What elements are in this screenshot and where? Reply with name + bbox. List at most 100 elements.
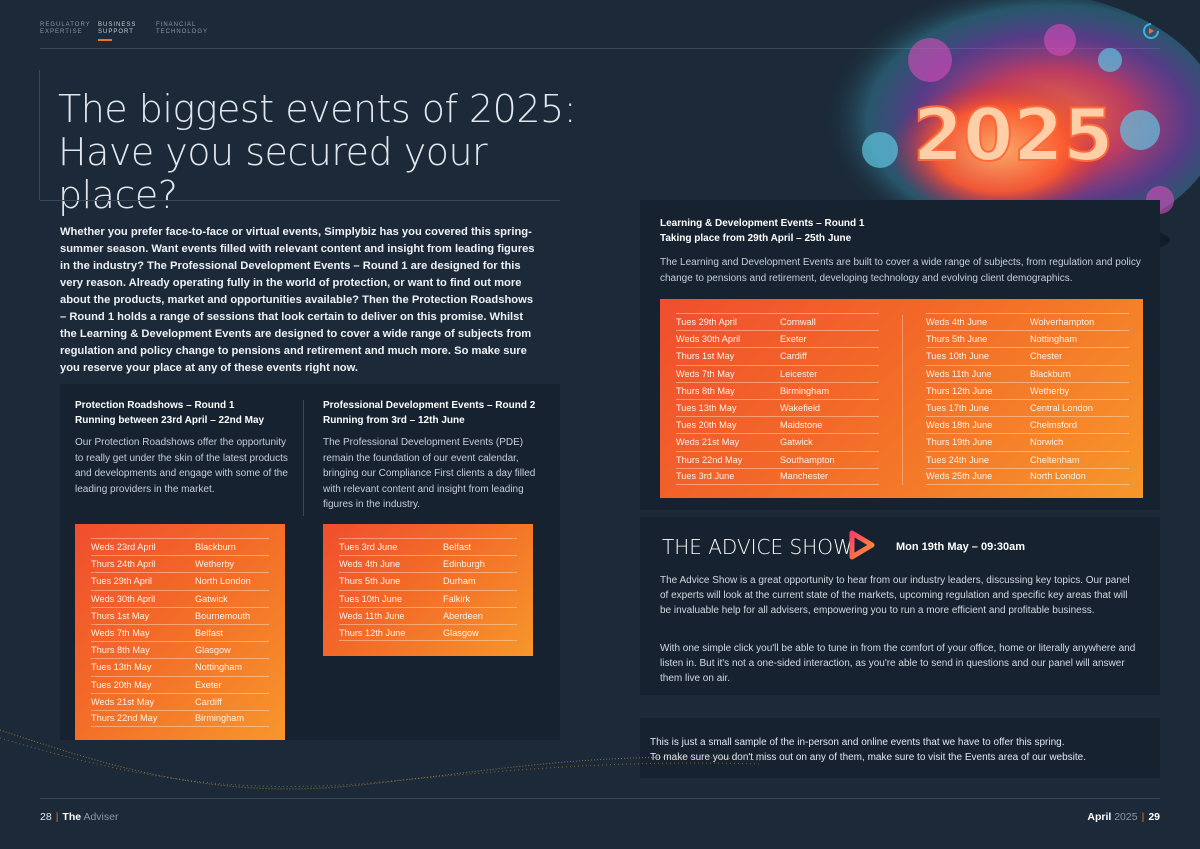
column-divider <box>303 400 304 516</box>
schedule-row: Thurs 1st May Bournemouth <box>91 606 269 624</box>
schedule-row: Weds 11th June Aberdeen <box>339 606 517 624</box>
schedule-row: Tues 17th June Central London <box>926 398 1129 416</box>
event-date: Tues 3rd June <box>676 471 735 482</box>
event-date: Weds 7th May <box>91 628 150 639</box>
schedule-row: Tues 20th May Exeter <box>91 675 269 693</box>
event-date: Weds 21st May <box>676 437 740 448</box>
schedule-row: Thurs 8th May Glasgow <box>91 641 269 658</box>
pde-title: Professional Development Events – Round … <box>323 400 536 411</box>
nav-label: BUSINESS <box>98 22 137 28</box>
schedule-row: Tues 29th April Cornwall <box>676 313 879 330</box>
schedule-row: Weds 30th April Gatwick <box>91 589 269 607</box>
event-location: Central London <box>1030 403 1093 414</box>
event-location: Manchester <box>780 471 829 482</box>
event-date: Weds 4th June <box>339 559 401 570</box>
event-location: Leicester <box>780 368 818 379</box>
title-line-1: The biggest events of 2025: <box>58 87 577 131</box>
event-date: Tues 10th June <box>339 593 402 604</box>
page-number-right: 29 <box>1148 811 1160 823</box>
ld-header: Learning & Development Events – Round 1 … <box>660 216 1150 286</box>
schedule-row: Tues 29th April North London <box>91 572 269 589</box>
ld-schedule-card: Tues 29th April Cornwall Weds 30th April Ex… <box>660 299 1143 498</box>
event-date: Thurs 22nd May <box>91 713 158 724</box>
ld-events-panel: Learning & Development Events – Round 1 … <box>640 200 1160 510</box>
event-date: Tues 3rd June <box>339 542 398 553</box>
event-date: Thurs 12th June <box>339 627 406 638</box>
event-location: Nottingham <box>1030 334 1077 345</box>
event-location: Belfast <box>195 628 224 639</box>
event-date: Tues 10th June <box>926 351 989 362</box>
event-date: Weds 25th June <box>926 471 993 482</box>
event-location: Gatwick <box>780 437 813 448</box>
event-location: Falkirk <box>443 593 471 604</box>
event-location: Wakefield <box>780 403 820 414</box>
ld-description: The Learning and Development Events are … <box>660 257 1141 284</box>
ld-heading: Learning & Development Events – Round 1 … <box>660 216 1150 246</box>
event-location: North London <box>1030 471 1086 482</box>
event-date: Tues 20th May <box>676 420 737 431</box>
schedule-row: Thurs 24th April Wetherby <box>91 555 269 572</box>
header-divider <box>40 48 1160 49</box>
art-year-text: 2025 <box>913 93 1113 177</box>
nav-regulatory-expertise[interactable]: REGULATORY EXPERTISE <box>40 22 90 41</box>
footer-right: April 2025 | 29 <box>1087 811 1160 823</box>
advice-show-description: The Advice Show is a great opportunity t… <box>660 575 1130 616</box>
protection-column: Protection Roadshows – Round 1 Running b… <box>75 398 290 497</box>
schedule-row: Tues 10th June Falkirk <box>339 589 517 607</box>
schedule-row: Tues 3rd June Belfast <box>339 538 517 555</box>
nav-label: EXPERTISE <box>40 29 83 35</box>
event-date: Weds 11th June <box>339 610 405 621</box>
event-location: Maidstone <box>780 420 823 431</box>
pde-dates: Running from 3rd – 12th June <box>323 415 465 426</box>
schedule-row: Thurs 22nd May Southampton <box>676 450 879 468</box>
advice-show-logo-text: THE ADVICE SHOW <box>662 535 853 559</box>
event-date: Tues 29th April <box>676 317 737 328</box>
play-logo-icon <box>849 530 875 560</box>
schedule-row: Weds 7th May Leicester <box>676 364 879 382</box>
schedule-row: Tues 10th June Chester <box>926 347 1129 364</box>
schedule-row: Thurs 5th June Nottingham <box>926 330 1129 347</box>
publication-name: Adviser <box>83 811 119 823</box>
ld-schedule-left: Tues 29th April Cornwall Weds 30th April Ex… <box>676 313 879 485</box>
footer-separator: | <box>55 811 59 823</box>
nav-financial-technology[interactable]: FINANCIAL TECHNOLOGY <box>156 22 207 41</box>
page-number-left: 28 <box>40 811 52 823</box>
event-location: Cheltenham <box>1030 454 1080 465</box>
event-location: Glasgow <box>195 645 231 656</box>
advice-show-details: With one simple click you'll be able to … <box>660 643 1136 684</box>
pde-description: The Professional Development Events (PDE… <box>323 437 536 510</box>
event-location: Norwich <box>1030 437 1064 448</box>
nav-label: SUPPORT <box>98 29 134 35</box>
event-location: Durham <box>443 576 476 587</box>
schedule-row: Thurs 19th June Norwich <box>926 433 1129 450</box>
event-location: Southampton <box>780 454 835 465</box>
event-date: Tues 13th May <box>91 662 152 673</box>
event-date: Weds 4th June <box>926 317 988 328</box>
event-date: Weds 23rd April <box>91 542 156 553</box>
event-date: Thurs 22nd May <box>676 454 743 465</box>
advice-show-logo: THE ADVICE SHOW <box>662 535 853 559</box>
schedule-row: Weds 7th May Belfast <box>91 623 269 641</box>
pde-schedule: Tues 3rd June Belfast Weds 4th June Edinbur… <box>339 538 517 642</box>
pde-column: Professional Development Events – Round … <box>323 398 548 513</box>
protection-schedule-card: Weds 23rd April Blackburn Thurs 24th April… <box>75 524 285 740</box>
event-date: Tues 13th May <box>676 403 737 414</box>
event-location: Exeter <box>195 679 222 690</box>
section-nav: REGULATORY EXPERTISE BUSINESS SUPPORT FI… <box>40 22 207 41</box>
event-date: Tues 20th May <box>91 679 152 690</box>
event-date: Tues 29th April <box>91 576 152 587</box>
issue-month: April <box>1087 811 1112 823</box>
title-rule-vertical <box>39 70 40 200</box>
closing-note-line-2: To make sure you don't miss out on any o… <box>650 752 1087 763</box>
ld-schedule-divider <box>902 315 903 485</box>
event-location: Blackburn <box>195 542 236 553</box>
nav-business-support[interactable]: BUSINESS SUPPORT <box>98 22 144 41</box>
event-date: Weds 18th June <box>926 420 993 431</box>
event-date: Thurs 5th June <box>339 576 401 587</box>
schedule-row: Weds 18th June Chelmsford <box>926 416 1129 433</box>
protection-title: Protection Roadshows – Round 1 <box>75 400 235 411</box>
event-date: Weds 7th May <box>676 368 735 379</box>
publication-name-bold: The <box>62 811 82 823</box>
schedule-row: Thurs 5th June Durham <box>339 572 517 589</box>
